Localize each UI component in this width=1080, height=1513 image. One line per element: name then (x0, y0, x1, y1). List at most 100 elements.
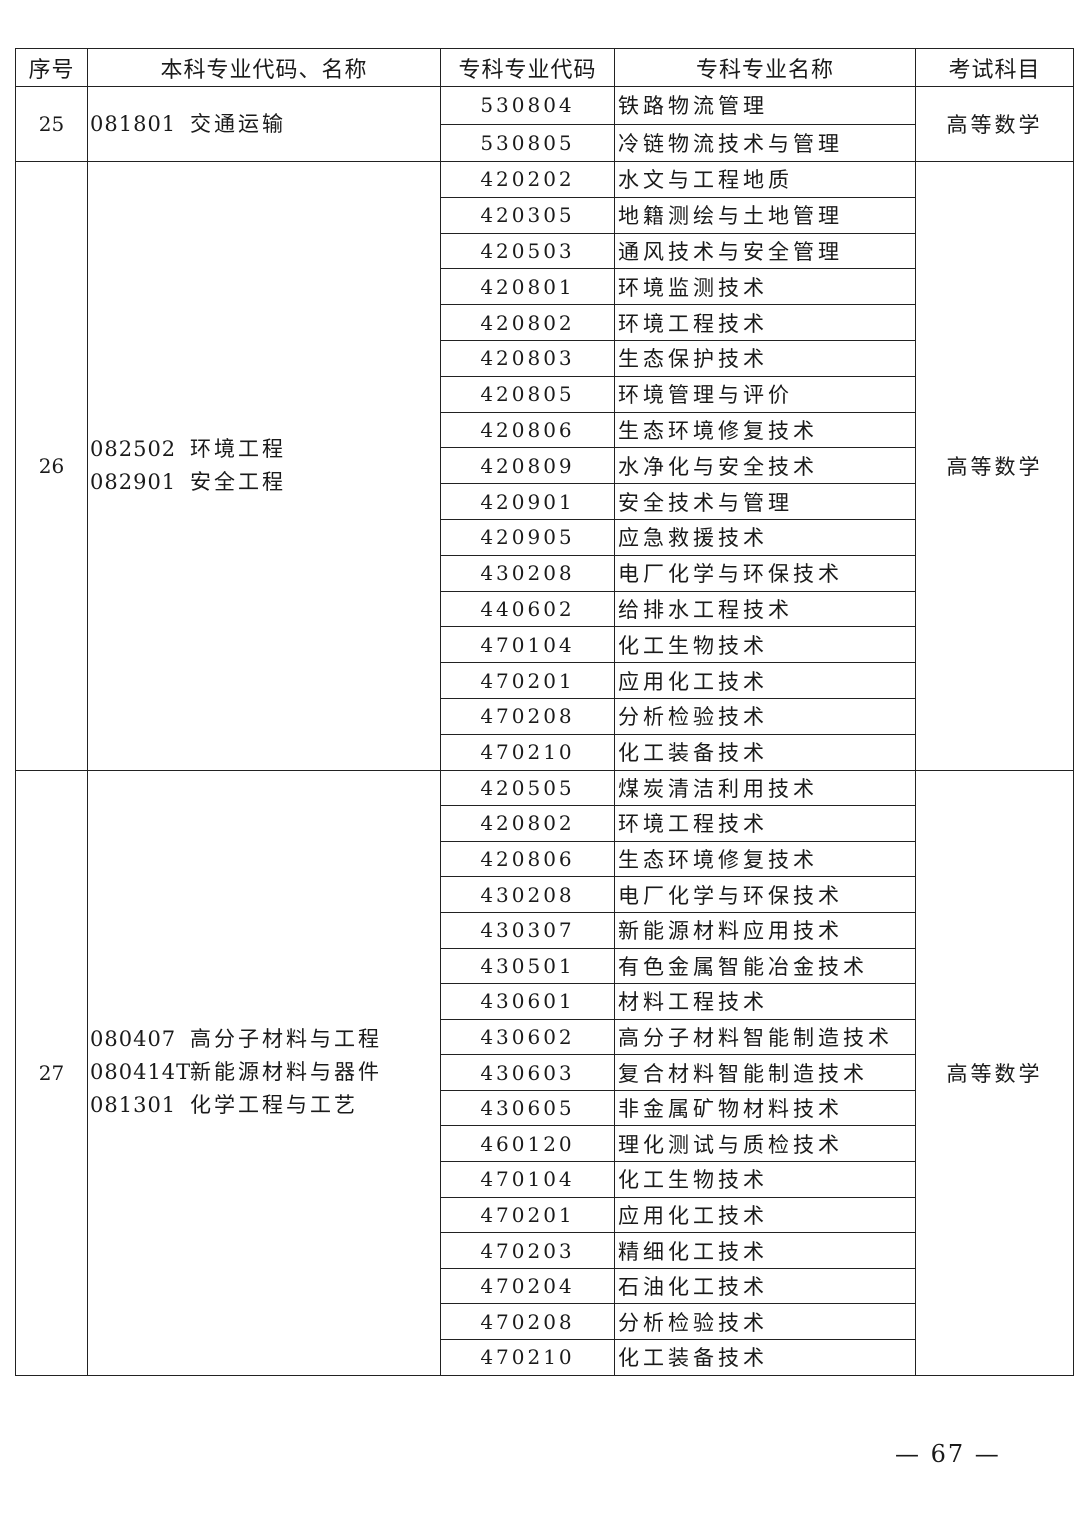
table-row: 470210 化工装备技术 (16, 1339, 1074, 1376)
undergrad-code: 080414T (90, 1060, 192, 1085)
major-name: 应用化工技术 (614, 662, 916, 699)
major-code: 420503 (440, 232, 615, 270)
major-name: 有色金属智能冶金技术 (614, 947, 916, 985)
major-code: 460120 (440, 1125, 615, 1163)
major-name: 环境监测技术 (614, 268, 916, 306)
major-name: 理化测试与质检技术 (614, 1125, 916, 1163)
major-name: 水文与工程地质 (614, 161, 916, 198)
major-name: 给排水工程技术 (614, 590, 916, 628)
table-row: 27 080407 高分子材料与工程 080414T新能源材料与器件 081301 化学工… (15, 769, 1074, 1376)
major-name: 生态环境修复技术 (614, 411, 916, 449)
undergrad-name: 安全工程 (190, 469, 286, 494)
exam-subject: 高等数学 (915, 161, 1074, 771)
table-row: 470208 分析检验技术 (16, 1303, 1074, 1341)
table-row: 440602 给排水工程技术 (16, 590, 1074, 628)
major-code: 470201 (440, 1196, 615, 1234)
table-row: 430501 有色金属智能冶金技术 (16, 947, 1074, 985)
table-row: 470208 分析检验技术 (16, 697, 1074, 735)
major-name: 复合材料智能制造技术 (614, 1054, 916, 1091)
major-name: 化工生物技术 (614, 626, 916, 664)
exam-subject: 高等数学 (915, 86, 1074, 162)
undergrad-code: 082901 (90, 469, 177, 494)
exam-subject: 高等数学 (915, 769, 1074, 1376)
major-name: 应急救援技术 (614, 518, 916, 556)
major-code: 440602 (440, 590, 615, 628)
major-name: 高分子材料智能制造技术 (614, 1018, 916, 1056)
major-code: 430307 (440, 911, 615, 949)
major-code: 530805 (440, 123, 615, 162)
table-row: 420805 环境管理与评价 (16, 375, 1074, 413)
majors-table: 序号 本科专业代码、名称 专科专业代码 专科专业名称 考试科目 25 081801… (15, 48, 1074, 1376)
major-name: 煤炭清洁利用技术 (614, 769, 916, 807)
undergrad-major: 080414T新能源材料与器件 (90, 1056, 440, 1089)
undergrad-code: 080407 (90, 1027, 177, 1052)
undergrad-name: 交通运输 (190, 111, 286, 136)
header-row: 序号 本科专业代码、名称 专科专业代码 专科专业名称 考试科目 (15, 48, 1074, 87)
major-code: 420505 (440, 769, 615, 807)
page-number: — 67 — (895, 1440, 1001, 1468)
major-name: 环境工程技术 (614, 304, 916, 341)
major-name: 化工生物技术 (614, 1161, 916, 1198)
undergrad-major: 080407 高分子材料与工程 (90, 1023, 440, 1056)
table-row: 430208 电厂化学与环保技术 (16, 876, 1074, 913)
major-name: 冷链物流技术与管理 (614, 123, 916, 162)
undergrad-name: 化学工程与工艺 (190, 1093, 358, 1118)
major-name: 地籍测绘与土地管理 (614, 196, 916, 234)
major-code: 420806 (440, 840, 615, 878)
major-name: 分析检验技术 (614, 697, 916, 735)
major-code: 420901 (440, 483, 615, 520)
major-code: 420802 (440, 805, 615, 842)
major-name: 水净化与安全技术 (614, 447, 916, 485)
major-name: 材料工程技术 (614, 983, 916, 1020)
table-row: 420901 安全技术与管理 (16, 483, 1074, 520)
major-code: 470104 (440, 1161, 615, 1198)
major-code: 430208 (440, 554, 615, 592)
major-code: 470210 (440, 733, 615, 771)
major-code: 420806 (440, 411, 615, 449)
major-code: 420809 (440, 447, 615, 485)
table-row: 470104 化工生物技术 (16, 626, 1074, 664)
major-name: 生态保护技术 (614, 339, 916, 377)
undergrad-name: 新能源材料与器件 (190, 1060, 382, 1085)
major-name: 铁路物流管理 (614, 86, 916, 125)
major-name: 通风技术与安全管理 (614, 232, 916, 270)
table-row: 420803 生态保护技术 (16, 339, 1074, 377)
undergrad-code: 081301 (90, 1093, 177, 1118)
major-name: 生态环境修复技术 (614, 840, 916, 878)
table-row: 420802 环境工程技术 (16, 304, 1074, 341)
table-row: 470203 精细化工技术 (16, 1232, 1074, 1269)
table-row: 430605 非金属矿物材料技术 (16, 1089, 1074, 1127)
table-row: 420809 水净化与安全技术 (16, 447, 1074, 485)
major-name: 石油化工技术 (614, 1267, 916, 1305)
header-major-name: 专科专业名称 (614, 48, 916, 87)
table-row: 430307 新能源材料应用技术 (16, 911, 1074, 949)
major-name: 精细化工技术 (614, 1232, 916, 1269)
table-row: 25 081801 交通运输 530804 铁路物流管理 高等数学 (15, 86, 1074, 162)
major-code: 430602 (440, 1018, 615, 1056)
table-row: 420905 应急救援技术 (16, 518, 1074, 556)
major-code: 470210 (440, 1339, 615, 1376)
table-row: 470210 化工装备技术 (16, 733, 1074, 771)
group-index: 27 (15, 769, 88, 1376)
major-code: 430605 (440, 1089, 615, 1127)
group-index: 26 (15, 161, 88, 771)
major-code: 530804 (440, 86, 615, 125)
major-name: 化工装备技术 (614, 1339, 916, 1376)
major-code: 420202 (440, 161, 615, 198)
major-code: 470204 (440, 1267, 615, 1305)
undergrad-majors: 081801 交通运输 (87, 86, 441, 162)
header-index: 序号 (15, 48, 88, 87)
undergrad-code: 082502 (90, 436, 177, 461)
major-name: 安全技术与管理 (614, 483, 916, 520)
major-name: 新能源材料应用技术 (614, 911, 916, 949)
major-code: 430601 (440, 983, 615, 1020)
table-row: 420806 生态环境修复技术 (16, 411, 1074, 449)
undergrad-major: 081301 化学工程与工艺 (90, 1089, 440, 1122)
undergrad-majors: 082502 环境工程 082901 安全工程 (87, 161, 441, 771)
major-name: 应用化工技术 (614, 1196, 916, 1234)
major-code: 430208 (440, 876, 615, 913)
major-name: 分析检验技术 (614, 1303, 916, 1341)
table-row: 470204 石油化工技术 (16, 1267, 1074, 1305)
major-code: 470201 (440, 662, 615, 699)
major-code: 430501 (440, 947, 615, 985)
